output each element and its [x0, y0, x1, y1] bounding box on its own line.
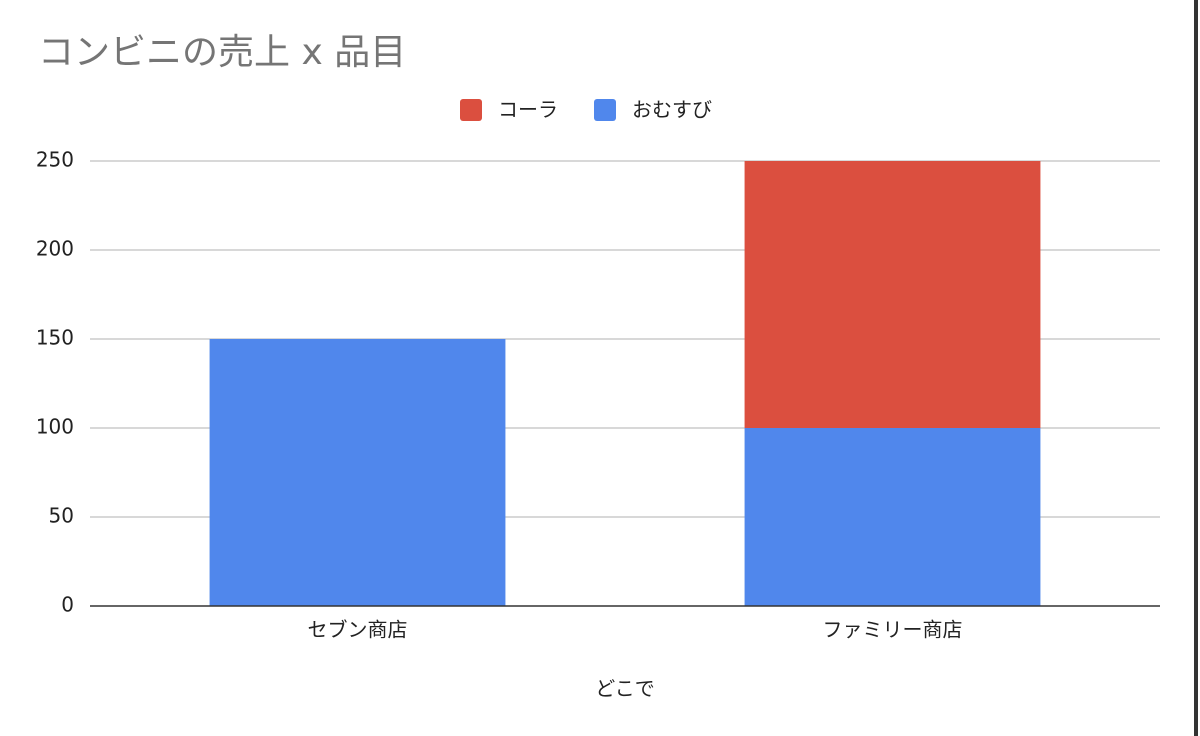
bar-segment	[744, 428, 1041, 606]
bar-segment	[744, 161, 1041, 428]
legend-swatch	[460, 99, 482, 121]
legend-label: おむすび	[632, 98, 712, 122]
y-tick-label: 200	[36, 237, 74, 261]
legend-label: コーラ	[498, 98, 558, 122]
y-tick-label: 100	[36, 415, 74, 439]
y-tick-label: 0	[61, 593, 74, 617]
chart-title: コンビニの売上 x 品目	[38, 32, 406, 73]
legend-swatch	[594, 99, 616, 121]
y-tick-label: 150	[36, 326, 74, 350]
x-axis-label: どこで	[595, 677, 654, 701]
x-tick-label: セブン商店	[308, 618, 408, 642]
y-tick-label: 50	[49, 504, 74, 528]
bar-segment	[209, 339, 506, 606]
y-tick-label: 250	[36, 148, 74, 172]
x-tick-label: ファミリー商店	[823, 618, 963, 642]
